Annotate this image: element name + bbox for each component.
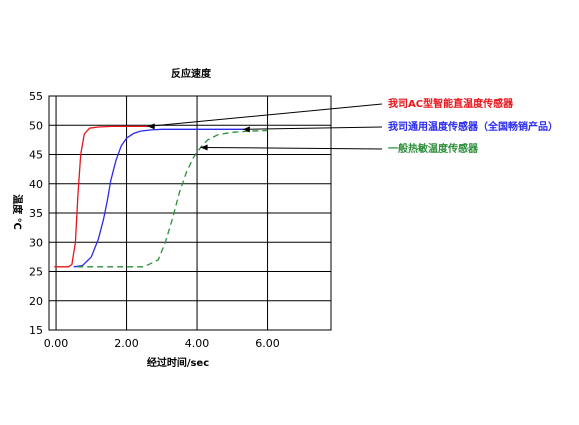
legend-arrowhead — [242, 126, 250, 133]
y-tick-label: 55 — [29, 90, 43, 103]
grid-lines — [48, 95, 332, 331]
axis-ticks: 15 20 25 30 35 40 45 50 55 0.00 2.00 4.00 6.00 — [29, 90, 280, 350]
series-line-2 — [73, 128, 250, 268]
legend-leader-line — [242, 126, 383, 130]
x-tick-label: 4.00 — [185, 337, 210, 350]
y-tick-label: 30 — [29, 236, 43, 249]
series-lines — [54, 125, 268, 268]
y-axis-title: 温度 ℃ — [11, 194, 24, 230]
y-tick-label: 40 — [29, 178, 43, 191]
y-tick-label: 15 — [29, 324, 43, 337]
chart-title: 反应速度 — [171, 67, 212, 80]
plot-frame — [48, 95, 332, 331]
x-tick-label: 6.00 — [255, 337, 280, 350]
legend-leader-line — [147, 103, 383, 127]
legend-label-1: 我司AC型智能直温度传感器 — [388, 97, 514, 110]
series-line-1 — [54, 125, 155, 268]
y-tick-label: 20 — [29, 295, 43, 308]
legend-label-3: 一般热敏温度传感器 — [388, 142, 479, 155]
y-tick-label: 25 — [29, 266, 43, 279]
y-tick-label: 35 — [29, 207, 43, 220]
x-tick-label: 0.00 — [44, 337, 69, 350]
legend-leader-line — [200, 146, 383, 150]
y-tick-label: 45 — [29, 149, 43, 162]
legend-arrowhead — [200, 144, 208, 151]
legend-arrowhead — [147, 123, 155, 130]
series-line-3 — [77, 129, 268, 268]
x-axis-title: 经过时间/sec — [147, 356, 209, 369]
legend-label-2: 我司通用温度传感器（全国畅销产品） — [388, 120, 558, 133]
x-tick-label: 2.00 — [114, 337, 139, 350]
y-tick-label: 50 — [29, 119, 43, 132]
